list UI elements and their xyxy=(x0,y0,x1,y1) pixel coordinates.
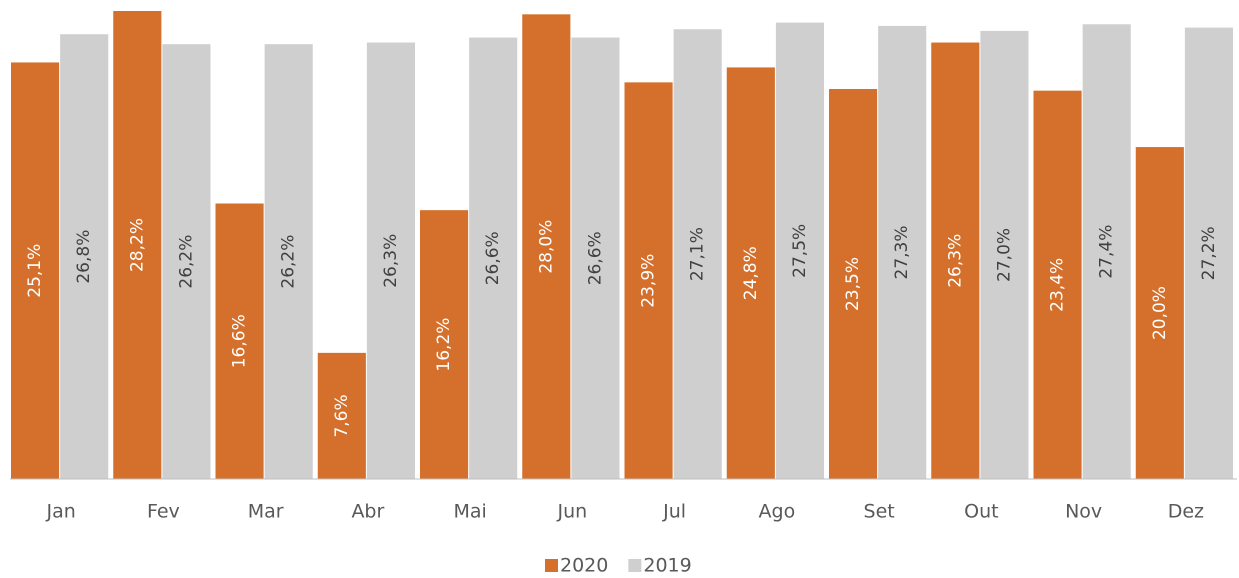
bar xyxy=(980,30,1029,480)
bar xyxy=(931,42,980,479)
bar xyxy=(113,11,162,479)
x-tick-label: Mai xyxy=(453,501,486,523)
bar xyxy=(420,210,469,480)
data-label: 27,1% xyxy=(688,227,708,281)
legend-label: 2020 xyxy=(560,555,608,577)
bar xyxy=(624,82,673,480)
x-tick-label: Set xyxy=(864,501,895,523)
bar xyxy=(775,22,824,479)
data-label: 27,4% xyxy=(1097,225,1117,279)
data-label: 26,2% xyxy=(279,235,299,289)
data-label: 27,0% xyxy=(994,228,1014,282)
bar xyxy=(264,44,313,479)
legend-swatch xyxy=(628,559,642,572)
bar xyxy=(726,67,775,479)
x-tick-label: Ago xyxy=(759,501,796,523)
x-tick-label: Jul xyxy=(662,501,686,523)
x-tick-label: Dez xyxy=(1168,501,1204,523)
data-label: 26,6% xyxy=(483,231,503,285)
bar xyxy=(571,37,620,479)
data-label: 26,2% xyxy=(176,235,196,289)
data-label: 27,3% xyxy=(892,225,912,279)
legend-swatch xyxy=(545,559,558,572)
data-label: 23,4% xyxy=(1048,258,1068,312)
bar xyxy=(878,25,927,480)
bar xyxy=(469,37,518,479)
x-tick-label: Out xyxy=(964,501,998,523)
bar xyxy=(522,14,571,479)
x-tick-label: Jan xyxy=(45,501,75,523)
data-label: 26,3% xyxy=(945,234,965,288)
data-label: 27,5% xyxy=(790,224,810,278)
bar xyxy=(317,352,366,479)
bar xyxy=(215,203,264,480)
bar xyxy=(60,34,109,480)
x-tick-label: Nov xyxy=(1065,501,1102,523)
bar xyxy=(11,62,60,479)
data-label: 26,6% xyxy=(585,231,605,285)
data-label: 28,2% xyxy=(127,218,147,272)
data-label: 16,2% xyxy=(434,318,454,372)
data-label: 16,6% xyxy=(230,314,250,368)
bar xyxy=(162,44,211,479)
data-label: 27,2% xyxy=(1199,226,1219,280)
x-tick-label: Abr xyxy=(351,501,384,523)
x-tick-label: Mar xyxy=(248,501,284,523)
data-label: 23,9% xyxy=(639,254,659,308)
data-label: 20,0% xyxy=(1150,286,1170,340)
bar xyxy=(1184,27,1233,480)
bar xyxy=(1033,90,1082,479)
x-tick-label: Fev xyxy=(147,501,180,523)
data-label: 26,3% xyxy=(381,234,401,288)
bar xyxy=(673,29,722,480)
bar xyxy=(829,89,878,479)
data-label: 23,5% xyxy=(843,257,863,311)
data-label: 26,8% xyxy=(74,230,94,284)
x-tick-label: Jun xyxy=(557,501,588,523)
legend-label: 2019 xyxy=(643,555,691,577)
data-label: 28,0% xyxy=(536,220,556,274)
bar xyxy=(366,42,415,479)
bar xyxy=(1082,24,1131,479)
data-label: 25,1% xyxy=(25,244,45,298)
data-label: 24,8% xyxy=(741,246,761,300)
bar xyxy=(1135,147,1184,479)
data-label: 7,6% xyxy=(332,394,352,437)
